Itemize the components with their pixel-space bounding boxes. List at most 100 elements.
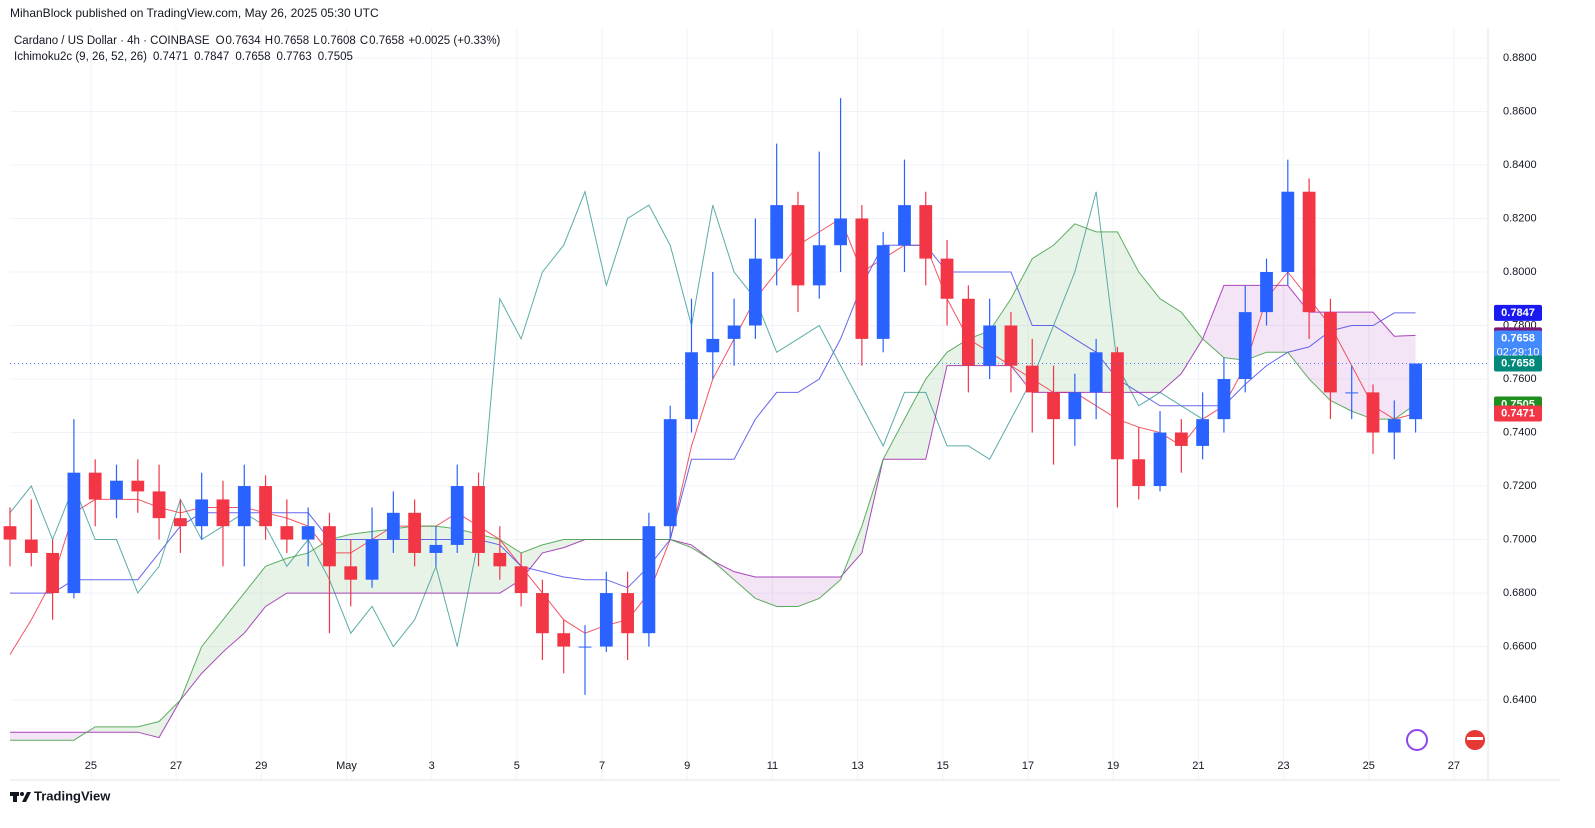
candle-body: [323, 526, 336, 567]
x-tick-label: 3: [429, 760, 435, 772]
x-tick-label: 9: [684, 760, 690, 772]
candle-body: [1302, 191, 1316, 313]
candle-body: [280, 526, 294, 540]
indicator-value: 0.7505: [318, 51, 353, 63]
candle-body: [1089, 352, 1103, 393]
ohlc-label: L: [313, 35, 320, 47]
price-badge-label: 0.7471: [1501, 407, 1535, 419]
candle-body: [3, 526, 17, 540]
region-icon-stripe: [1467, 737, 1483, 740]
cloud-segment: [734, 571, 756, 599]
ohlc-label: H: [265, 35, 273, 47]
candle-body: [706, 338, 720, 353]
logo-dot: [20, 792, 24, 796]
tv-logo: [10, 792, 31, 802]
bottom-icons: [1406, 729, 1485, 751]
indicator-line: [9, 190, 1203, 648]
candle-body: [24, 539, 38, 553]
cloud-segment: [201, 619, 223, 674]
x-tick-label: 27: [170, 760, 182, 772]
replay-icon[interactable]: [1406, 729, 1428, 751]
candle-body: [514, 566, 528, 594]
ohlc-value: 0.7608: [321, 35, 356, 47]
candle-body: [344, 566, 358, 580]
y-tick-label: 0.8800: [1503, 52, 1537, 64]
cloud-segment: [904, 379, 926, 460]
cloud-segment: [1202, 285, 1224, 358]
x-tick-label: 27: [1448, 760, 1460, 772]
cloud-segment: [10, 732, 32, 741]
candle-body: [365, 539, 379, 580]
candle-body: [1260, 272, 1273, 313]
y-tick-label: 0.8000: [1503, 266, 1537, 278]
candle-body: [1217, 379, 1231, 420]
countdown-label: 02:29:10: [1497, 346, 1540, 358]
y-tick-label: 0.7400: [1503, 426, 1537, 438]
x-tick-label: 29: [255, 760, 267, 772]
indicator-value: 0.7471: [153, 51, 188, 63]
x-tick-label: 19: [1107, 760, 1119, 772]
ohlc-value: 0.7658: [369, 35, 404, 47]
y-tick-label: 0.7000: [1503, 533, 1537, 545]
publish-header: MihanBlock published on TradingView.com,…: [10, 6, 379, 20]
cloud-segment: [1160, 298, 1182, 393]
x-tick-label: 17: [1022, 760, 1034, 772]
candle-body: [536, 593, 549, 634]
x-tick-label: 25: [1363, 760, 1375, 772]
ohlc-label: O: [216, 35, 225, 47]
cloud-segment: [1032, 245, 1054, 393]
candle-body: [1324, 312, 1337, 393]
cloud-segment: [776, 577, 798, 607]
candle-body: [749, 258, 762, 326]
price-badge: [1494, 405, 1542, 422]
y-tick-label: 0.6800: [1503, 587, 1537, 599]
ohlc-value: 0.7658: [274, 35, 309, 47]
candle-body: [131, 480, 145, 492]
y-tick-label: 0.8400: [1503, 159, 1537, 171]
cloud-segment: [265, 558, 287, 607]
candle-body: [557, 633, 571, 647]
candle-body: [1047, 392, 1060, 420]
cloud-segment: [542, 539, 564, 553]
y-tick-label: 0.8600: [1503, 105, 1537, 117]
cloud-segment: [222, 593, 245, 652]
candle-body: [876, 245, 890, 339]
candle-body: [1238, 312, 1252, 380]
price-badge: [1494, 304, 1542, 321]
candle-body: [216, 499, 230, 527]
x-tick-label: 23: [1277, 760, 1289, 772]
cloud-segment: [116, 726, 138, 733]
x-tick-label: 13: [851, 760, 863, 772]
candle-body: [493, 552, 507, 567]
price-badge-label: 0.7658: [1501, 332, 1535, 344]
candle-body: [386, 512, 400, 540]
indicator-legend: Ichimoku2c (9, 26, 52, 26): [14, 51, 147, 63]
candle-body: [1196, 419, 1210, 446]
candle-body: [940, 258, 954, 299]
y-tick-label: 0.6600: [1503, 640, 1537, 652]
cloud-segment: [244, 566, 266, 634]
cloud-segment: [925, 352, 948, 460]
cloud-segment: [797, 577, 820, 607]
candle-body: [1281, 191, 1295, 272]
cloud-segment: [1181, 312, 1203, 374]
y-tick-label: 0.7600: [1503, 373, 1537, 385]
candle-body: [110, 480, 123, 500]
x-tick-label: 7: [599, 760, 605, 772]
candle-body: [812, 245, 826, 286]
y-tick-label: 0.7200: [1503, 480, 1537, 492]
candle-body: [173, 518, 187, 527]
candle-body: [791, 205, 805, 286]
candle-body: [1387, 419, 1401, 433]
symbol-legend: Cardano / US Dollar · 4h · COINBASE: [14, 35, 210, 47]
candle-body: [259, 486, 272, 527]
y-tick-label: 0.8200: [1503, 212, 1537, 224]
cloud-segment: [755, 577, 777, 607]
candle-body: [1132, 459, 1146, 487]
candle-body: [46, 552, 59, 594]
candle-body: [961, 298, 975, 366]
price-badge: [1494, 355, 1542, 372]
indicator-value: 0.7658: [235, 51, 270, 63]
cloud-segment: [286, 552, 309, 594]
price-badge-label: 0.7658: [1501, 357, 1535, 369]
